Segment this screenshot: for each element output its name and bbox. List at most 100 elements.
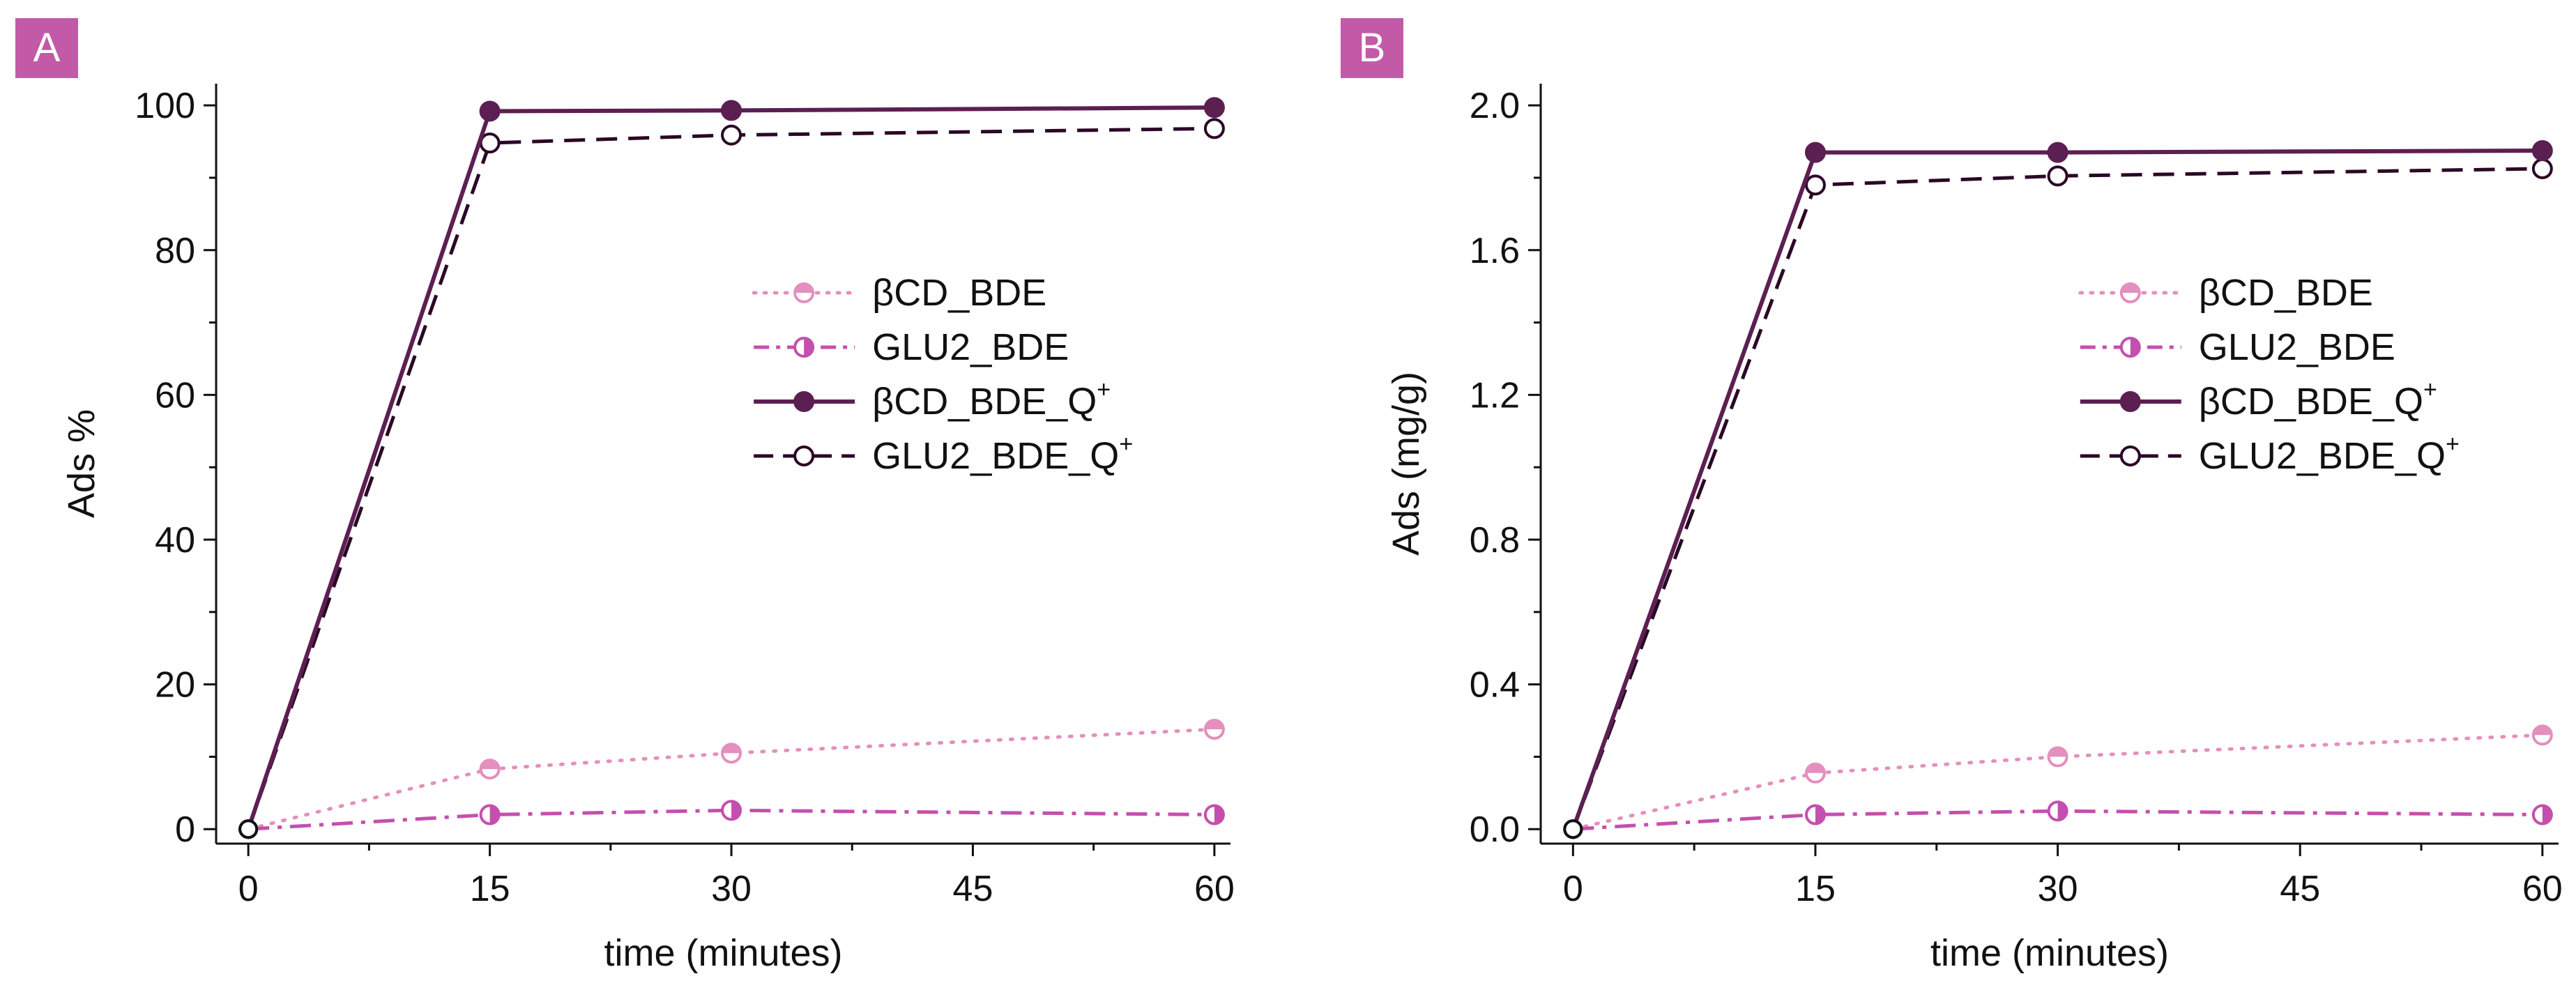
data-point — [2531, 724, 2553, 746]
data-point — [1203, 804, 1225, 825]
series-glu2-bde — [238, 800, 1225, 839]
data-point — [2531, 804, 2553, 825]
data-point — [2047, 142, 2068, 163]
legend-label-superscript: + — [2446, 431, 2460, 457]
y-tick-label: 0.0 — [1470, 809, 1520, 850]
x-tick-label: 45 — [953, 869, 993, 909]
x-tick-label: 15 — [470, 869, 510, 909]
legend-marker — [2119, 391, 2141, 412]
y-tick-label: 1.2 — [1470, 375, 1520, 416]
x-tick-label: 0 — [238, 869, 259, 909]
data-point — [1563, 819, 1583, 839]
data-point — [479, 804, 501, 825]
legend-label-text: GLU2_BDE — [2199, 326, 2395, 368]
panel-label-box — [1341, 18, 1403, 78]
legend-marker — [793, 282, 815, 303]
data-point — [2047, 800, 2068, 822]
legend-marker — [2119, 446, 2141, 466]
series-line — [1571, 733, 2545, 831]
panel-label: A — [33, 25, 61, 70]
axes: 0 20 40 60 80 100 0 15 30 45 60 time (minutes) Ads % — [61, 84, 1235, 974]
x-axis-title: time (minutes) — [1930, 932, 2169, 974]
legend-item: GLU2_BDE_Q+ — [2080, 431, 2460, 477]
x-tick-label: 30 — [711, 869, 752, 909]
axes: 0.0 0.4 0.8 1.2 1.6 2.0 0 15 30 45 60 time (minutes… — [1385, 84, 2563, 974]
legend-marker — [2119, 337, 2141, 358]
legend-label: βCD_BDE — [2199, 272, 2373, 314]
chart-panel-b: B 0.0 0.4 0.8 1.2 1.6 2.0 0 15 30 45 60 time (minute… — [1341, 18, 2563, 974]
y-tick-label: 60 — [155, 375, 195, 416]
data-point — [721, 800, 742, 821]
y-tick-label: 0 — [175, 809, 195, 850]
legend-marker — [793, 391, 815, 412]
legend-label: GLU2_BDE_Q+ — [2199, 431, 2460, 477]
x-tick-label: 0 — [1563, 869, 1583, 909]
panel-label: B — [1359, 25, 1386, 70]
legend-label-text: GLU2_BDE — [872, 326, 1069, 368]
data-point — [1203, 97, 1225, 119]
legend-marker — [793, 446, 815, 466]
legend-label-text: βCD_BDE — [872, 272, 1046, 314]
legend-label: GLU2_BDE_Q+ — [872, 431, 1133, 477]
chart-panel-a: A 0 20 40 60 80 100 0 15 30 45 60 time (minutes) Ads … — [15, 18, 1235, 974]
y-tick-label: 1.6 — [1470, 231, 1520, 271]
data-point — [721, 124, 742, 146]
series-glu2-bde — [1563, 800, 2553, 839]
legend-label: βCD_BDE — [872, 272, 1046, 314]
legend-item: GLU2_BDE — [754, 326, 1069, 368]
series-glu2-bde-q — [238, 118, 1225, 839]
legend-item: GLU2_BDE — [2080, 326, 2395, 368]
y-axis-title: Ads % — [61, 409, 102, 518]
y-tick-label: 0.8 — [1470, 520, 1520, 561]
y-tick-label: 0.4 — [1470, 665, 1520, 706]
data-point — [1804, 762, 1826, 784]
series-line — [248, 808, 1214, 831]
data-point — [721, 100, 742, 121]
data-point — [1203, 718, 1225, 740]
x-tick-label: 45 — [2280, 869, 2320, 909]
legend-label-text: βCD_BDE_Q — [2199, 381, 2423, 423]
series-line — [1571, 149, 2543, 830]
x-tick-label: 60 — [2522, 869, 2563, 909]
data-point — [479, 100, 501, 122]
legend-label-text: GLU2_BDE_Q — [872, 435, 1119, 477]
series-glu2-bde-q — [1563, 158, 2553, 839]
series-line — [1571, 167, 2543, 830]
legend-label: GLU2_BDE — [872, 326, 1069, 368]
y-axis-title: Ads (mg/g) — [1385, 372, 1427, 556]
series-bcd-bde-q — [1563, 140, 2553, 839]
data-point — [1804, 174, 1826, 196]
y-tick-label: 2.0 — [1470, 86, 1520, 126]
data-point — [721, 743, 742, 764]
legend-label: βCD_BDE_Q+ — [872, 376, 1111, 423]
legend-label-superscript: + — [1097, 376, 1111, 403]
data-point — [2047, 165, 2068, 187]
data-point — [479, 759, 501, 780]
x-tick-label: 30 — [2038, 869, 2078, 909]
series-line — [1573, 809, 2543, 831]
y-tick-label: 40 — [155, 520, 195, 561]
data-point — [1804, 804, 1826, 825]
legend-label: βCD_BDE_Q+ — [2199, 376, 2437, 423]
y-tick-label: 80 — [155, 231, 195, 271]
legend-label-text: βCD_BDE_Q — [872, 381, 1097, 423]
legend-item: βCD_BDE_Q+ — [754, 376, 1111, 423]
x-tick-label: 60 — [1194, 869, 1235, 909]
panel-label-badge: B — [1341, 18, 1403, 78]
data-point — [238, 819, 259, 839]
data-point — [2047, 746, 2068, 768]
legend-label-text: βCD_BDE — [2199, 272, 2373, 314]
legend-label-text: GLU2_BDE_Q — [2199, 435, 2446, 477]
y-tick-label: 100 — [135, 86, 195, 126]
legend-item: βCD_BDE — [752, 272, 1046, 314]
legend-item: GLU2_BDE_Q+ — [754, 431, 1133, 477]
series-line — [246, 126, 1214, 830]
panel-label-badge: A — [15, 18, 78, 78]
legend-label-superscript: + — [1119, 431, 1133, 457]
panel-label-box — [15, 18, 78, 78]
data-point — [1804, 142, 1826, 163]
data-point — [479, 132, 501, 154]
